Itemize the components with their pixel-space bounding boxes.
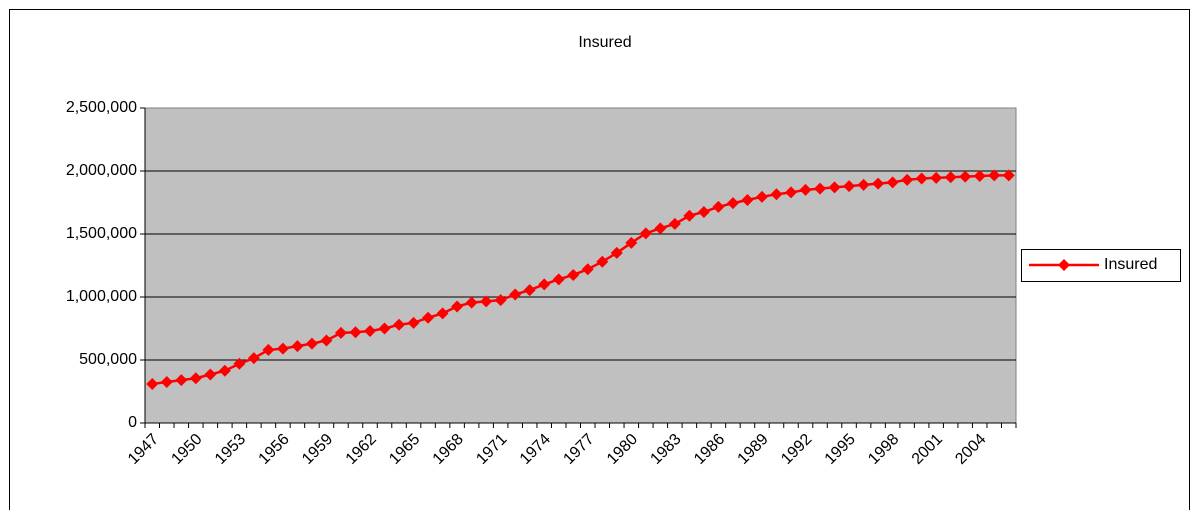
data-point bbox=[872, 177, 885, 190]
data-point bbox=[726, 197, 739, 210]
data-point bbox=[596, 255, 609, 268]
data-point bbox=[741, 193, 754, 206]
data-point bbox=[349, 326, 362, 339]
data-point bbox=[901, 173, 914, 186]
legend-label: Insured bbox=[1104, 256, 1157, 273]
data-point bbox=[320, 334, 333, 347]
data-point bbox=[451, 300, 464, 313]
data-point bbox=[334, 326, 347, 339]
data-point bbox=[146, 377, 159, 390]
data-point bbox=[581, 263, 594, 276]
data-point bbox=[233, 357, 246, 370]
data-point bbox=[364, 325, 377, 338]
data-point bbox=[552, 273, 565, 286]
data-point bbox=[218, 364, 231, 377]
data-point bbox=[494, 294, 507, 307]
data-point bbox=[276, 342, 289, 355]
y-tick-label: 500,000 bbox=[79, 351, 137, 368]
data-point bbox=[828, 181, 841, 194]
data-point bbox=[668, 217, 681, 230]
data-point bbox=[378, 322, 391, 335]
data-point bbox=[393, 318, 406, 331]
data-point bbox=[509, 288, 522, 301]
plot-area bbox=[144, 107, 1017, 424]
data-point bbox=[930, 171, 943, 184]
data-point bbox=[697, 205, 710, 218]
data-point bbox=[175, 374, 188, 387]
data-point bbox=[857, 178, 870, 191]
data-point bbox=[755, 190, 768, 203]
y-tick-label: 1,000,000 bbox=[66, 288, 137, 305]
data-point bbox=[610, 246, 623, 259]
data-point bbox=[204, 368, 217, 381]
data-point bbox=[799, 183, 812, 196]
y-tick-label: 2,500,000 bbox=[66, 99, 137, 116]
y-tick-label: 1,500,000 bbox=[66, 225, 137, 242]
data-point bbox=[784, 186, 797, 199]
data-point bbox=[988, 169, 1001, 182]
data-point bbox=[160, 376, 173, 389]
y-tick-label: 2,000,000 bbox=[66, 162, 137, 179]
data-point bbox=[465, 296, 478, 309]
data-point bbox=[770, 188, 783, 201]
data-point bbox=[915, 172, 928, 185]
data-point bbox=[712, 200, 725, 213]
data-point bbox=[189, 372, 202, 385]
data-point bbox=[436, 307, 449, 320]
data-point bbox=[814, 182, 827, 195]
y-tick-label: 0 bbox=[128, 414, 137, 431]
data-point bbox=[959, 170, 972, 183]
data-point bbox=[523, 284, 536, 297]
data-point bbox=[480, 295, 493, 308]
data-point bbox=[654, 222, 667, 235]
data-point bbox=[538, 278, 551, 291]
data-point bbox=[639, 227, 652, 240]
data-point bbox=[973, 170, 986, 183]
data-point bbox=[944, 171, 957, 184]
legend-marker bbox=[1058, 259, 1070, 271]
data-point bbox=[683, 209, 696, 222]
data-point bbox=[625, 236, 638, 249]
data-point bbox=[886, 176, 899, 189]
data-point bbox=[567, 268, 580, 281]
data-point bbox=[291, 340, 304, 353]
data-point bbox=[1002, 169, 1015, 182]
data-point bbox=[843, 180, 856, 193]
data-point bbox=[305, 337, 318, 350]
data-point bbox=[247, 352, 260, 365]
chart-title: Insured bbox=[578, 34, 631, 51]
data-point bbox=[262, 343, 275, 356]
data-point bbox=[407, 316, 420, 329]
data-point bbox=[422, 311, 435, 324]
